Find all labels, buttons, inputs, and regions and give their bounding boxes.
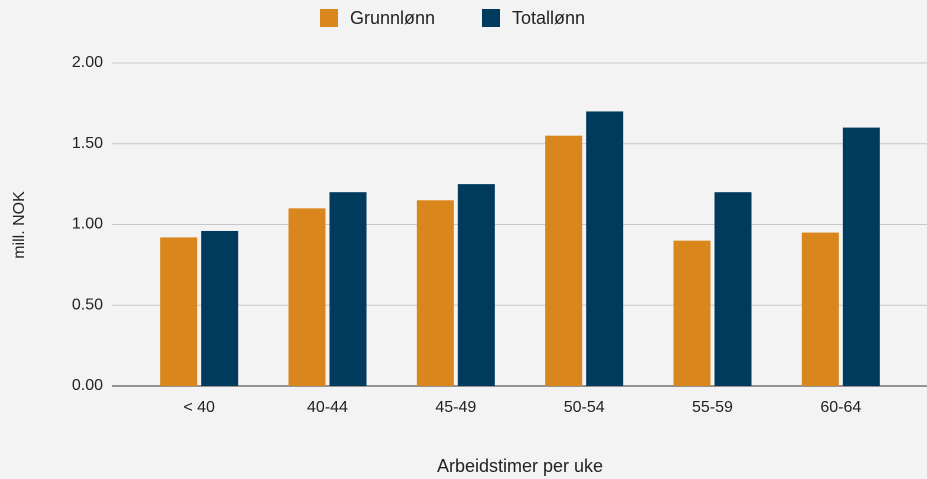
bar — [329, 192, 367, 386]
bar — [586, 111, 624, 386]
y-axis-label: mill. NOK — [11, 191, 28, 259]
y-tick-label: 2.00 — [72, 54, 103, 71]
bar — [714, 192, 752, 386]
bar — [673, 240, 711, 386]
legend-label: Grunnlønn — [350, 8, 435, 28]
bar — [288, 208, 326, 386]
bar — [801, 232, 839, 386]
bar — [160, 237, 198, 386]
x-tick-label: 40-44 — [307, 399, 348, 416]
x-tick-label: < 40 — [183, 399, 215, 416]
y-tick-label: 1.00 — [72, 216, 103, 233]
x-tick-label: 55-59 — [692, 399, 733, 416]
x-tick-label: 50-54 — [564, 399, 605, 416]
bar — [545, 135, 583, 386]
y-tick-label: 1.50 — [72, 135, 103, 152]
bar — [201, 230, 239, 386]
legend-swatch — [482, 9, 500, 27]
bar — [842, 127, 880, 386]
legend-label: Totallønn — [512, 8, 585, 28]
y-tick-label: 0.00 — [72, 377, 103, 394]
y-tick-label: 0.50 — [72, 296, 103, 313]
x-tick-label: 45-49 — [435, 399, 476, 416]
x-axis-label: Arbeidstimer per uke — [437, 456, 603, 476]
x-tick-label: 60-64 — [820, 399, 861, 416]
legend-swatch — [320, 9, 338, 27]
bar — [416, 200, 454, 386]
bar — [457, 184, 495, 386]
